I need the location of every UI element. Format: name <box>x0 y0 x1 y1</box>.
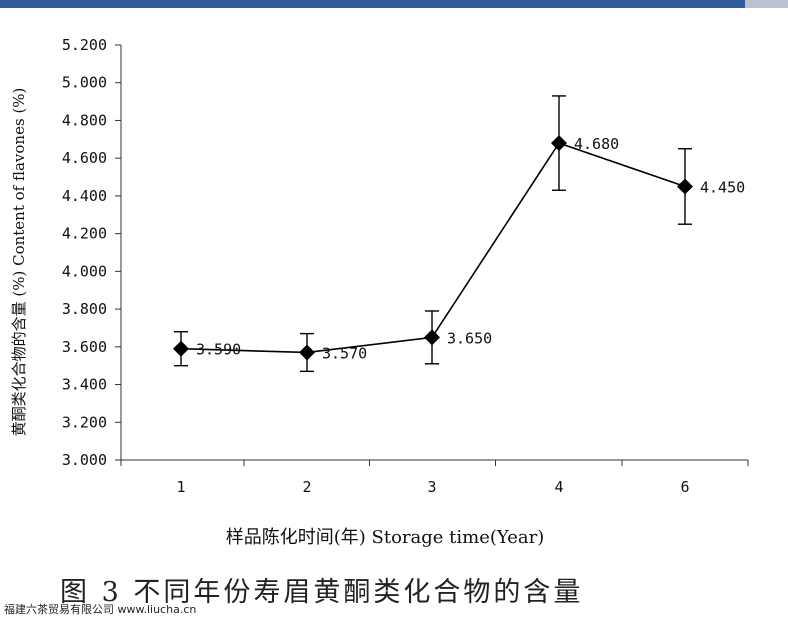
series-line <box>180 142 686 354</box>
data-point-marker <box>551 135 567 152</box>
y-tick-label: 4.200 <box>62 225 107 243</box>
data-point-marker <box>173 340 189 357</box>
y-tick-label: 4.600 <box>62 149 107 167</box>
figure-caption: 图 3 不同年份寿眉黄酮类化合物的含量 <box>60 577 584 608</box>
y-axis-title: 黄酮类化合物的含量 (%) Content of flavones (%) <box>10 88 28 437</box>
y-tick-label: 4.800 <box>62 111 107 129</box>
x-tick-label: 3 <box>427 478 436 496</box>
y-tick-label: 3.200 <box>62 413 107 431</box>
y-tick-label: 3.400 <box>62 376 107 394</box>
y-tick-label: 4.400 <box>62 187 107 205</box>
y-tick-label: 3.000 <box>62 451 107 469</box>
data-label: 4.680 <box>574 135 619 153</box>
data-point-marker <box>299 344 315 361</box>
y-tick-label: 5.000 <box>62 74 107 92</box>
x-axis: 1 2 3 4 6 <box>120 459 749 496</box>
y-tick-label: 5.200 <box>62 36 107 54</box>
data-point-marker <box>424 329 440 346</box>
top-banner-bar-end <box>745 0 788 8</box>
y-axis: 3.000 3.200 3.400 3.600 3.800 4.000 4.200 4.400… <box>62 36 122 469</box>
y-tick-label: 4.000 <box>62 262 107 280</box>
data-label: 4.450 <box>700 178 745 196</box>
data-point-marker <box>677 178 693 195</box>
x-axis-title: 样品陈化时间(年) Storage time(Year) <box>225 527 545 548</box>
line-chart: 3.000 3.200 3.400 3.600 3.800 4.000 4.200 4.400… <box>10 36 749 496</box>
top-banner-bar <box>0 0 745 8</box>
series-layer: 3.590 3.570 3.650 4.680 4.450 <box>173 95 745 373</box>
x-tick-label: 6 <box>680 478 689 496</box>
data-label: 3.650 <box>447 329 492 347</box>
y-tick-label: 3.800 <box>62 300 107 318</box>
x-tick-label: 1 <box>176 478 185 496</box>
x-tick-label: 2 <box>302 478 311 496</box>
y-tick-label: 3.600 <box>62 338 107 356</box>
x-tick-label: 4 <box>554 478 563 496</box>
data-label: 3.570 <box>322 344 367 362</box>
data-label: 3.590 <box>196 341 241 359</box>
watermark-text: 福建六茶贸易有限公司 www.liucha.cn <box>4 603 197 616</box>
